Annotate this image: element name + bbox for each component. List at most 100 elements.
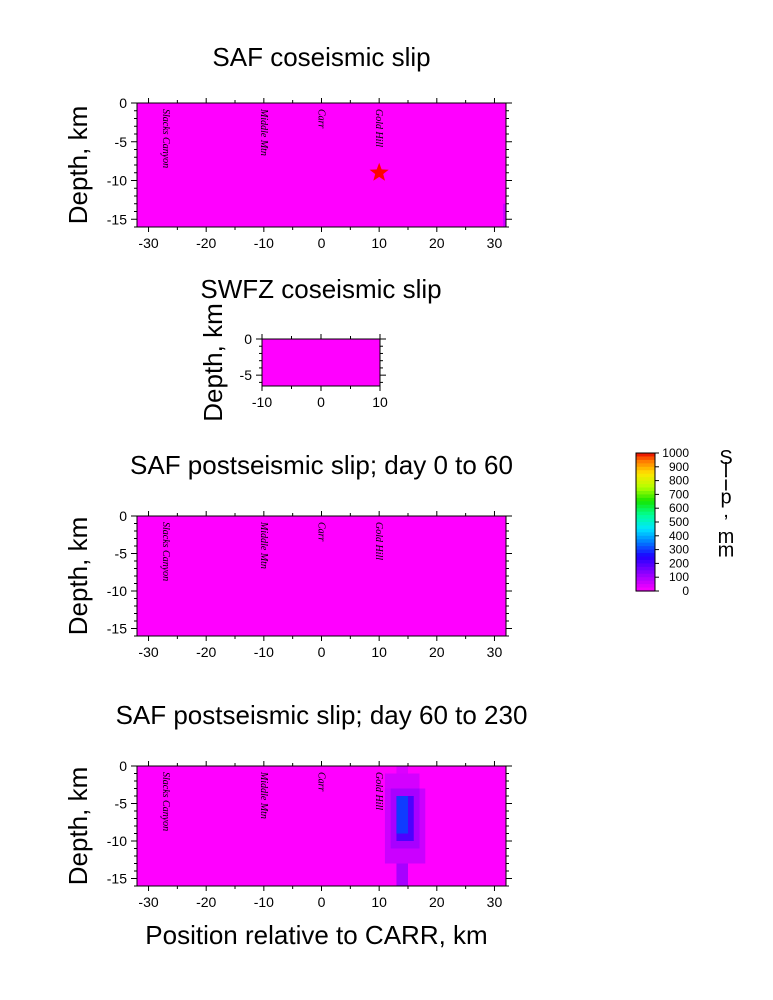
colorbar-tick-label: 500 [669, 515, 689, 529]
panel-title: SAF postseismic slip; day 0 to 60 [130, 450, 513, 480]
colorbar-segment [636, 570, 655, 575]
slip-background [137, 103, 506, 227]
colorbar-segment [636, 518, 655, 523]
colorbar-segment [636, 580, 655, 585]
location-label: Slacks Canyon [160, 772, 171, 831]
colorbar-segment [636, 456, 655, 461]
panel-title: SAF postseismic slip; day 60 to 230 [116, 700, 528, 730]
colorbar-segment [636, 470, 655, 475]
location-label: Slacks Canyon [160, 522, 171, 581]
colorbar-segment [636, 563, 655, 568]
x-tick-label: -20 [196, 644, 216, 660]
x-tick-label: 10 [372, 394, 388, 410]
x-tick-label: -20 [196, 894, 216, 910]
colorbar-segment [636, 546, 655, 551]
x-tick-label: -30 [138, 894, 158, 910]
colorbar-segment [636, 497, 655, 502]
panel-3: SAF postseismic slip; day 0 to 60 Slacks … [63, 450, 513, 660]
location-label: Gold Hill [373, 772, 384, 810]
y-axis-label: Depth, km [198, 303, 228, 422]
colorbar-label-char: , [723, 500, 729, 522]
x-tick-label: -30 [138, 644, 158, 660]
colorbar-segment [636, 487, 655, 492]
location-label: Gold Hill [373, 109, 384, 147]
slip-cell [396, 863, 408, 886]
colorbar-segment [636, 535, 655, 540]
slip-cell [396, 766, 408, 774]
x-tick-label: -10 [254, 894, 274, 910]
y-tick-label: -5 [115, 134, 128, 150]
y-tick-label: 0 [119, 758, 127, 774]
colorbar-label-char: p [720, 487, 731, 509]
colorbar-tick-label: 700 [669, 487, 689, 501]
colorbar-label-char: l [724, 460, 728, 482]
x-tick-label: 0 [317, 394, 325, 410]
y-axis-label: Depth, km [63, 517, 93, 636]
colorbar-label-char: m [718, 526, 735, 548]
x-tick-label: 20 [429, 894, 445, 910]
colorbar-segment [636, 494, 655, 499]
x-tick-label: 0 [318, 644, 326, 660]
colorbar-tick-label: 200 [669, 556, 689, 570]
x-tick-label: 30 [487, 894, 503, 910]
slip-cell [396, 796, 408, 834]
colorbar-segment [636, 473, 655, 478]
location-label: Carr [316, 522, 327, 542]
x-axis-label: Position relative to CARR, km [145, 920, 487, 950]
colorbar-segment [636, 459, 655, 464]
location-label: Carr [316, 109, 327, 129]
y-tick-label: 0 [119, 95, 127, 111]
location-label: Gold Hill [373, 522, 384, 560]
colorbar-segment [636, 577, 655, 582]
colorbar-segment [636, 573, 655, 578]
colorbar-segment [636, 584, 655, 589]
x-tick-label: -30 [138, 235, 158, 251]
x-tick-label: -10 [254, 644, 274, 660]
colorbar-segment [636, 463, 655, 468]
panel-title: SWFZ coseismic slip [200, 274, 441, 304]
x-tick-label: 0 [318, 235, 326, 251]
y-tick-label: -10 [107, 583, 127, 599]
y-tick-label: 0 [244, 331, 252, 347]
slip-background [262, 339, 380, 386]
colorbar-tick-label: 100 [669, 570, 689, 584]
y-tick-label: -5 [115, 546, 128, 562]
colorbar-segment [636, 528, 655, 533]
hypocenter-star [369, 162, 389, 181]
colorbar-segment [636, 522, 655, 527]
panel-1: SAF coseismic slip Slacks Canyon Middle Mt… [63, 42, 512, 251]
location-label: Slacks Canyon [160, 109, 171, 168]
y-tick-label: -10 [107, 833, 127, 849]
y-tick-label: -5 [240, 367, 253, 383]
colorbar-segment [636, 553, 655, 558]
colorbar-segment [636, 490, 655, 495]
y-tick-label: -15 [107, 871, 127, 887]
colorbar-segment [636, 539, 655, 544]
x-tick-label: 30 [487, 235, 503, 251]
colorbar-segment [636, 501, 655, 506]
y-tick-label: -5 [115, 796, 128, 812]
colorbar-segment [636, 532, 655, 537]
colorbar-segment [636, 559, 655, 564]
x-tick-label: 30 [487, 644, 503, 660]
y-tick-label: 0 [119, 508, 127, 524]
x-tick-label: 10 [371, 644, 387, 660]
x-tick-label: -10 [252, 394, 272, 410]
colorbar-segment [636, 480, 655, 485]
colorbar-segment [636, 453, 655, 458]
slip-background [137, 516, 506, 636]
x-tick-label: 0 [318, 894, 326, 910]
colorbar-segment [636, 556, 655, 561]
location-label: Carr [316, 772, 327, 792]
colorbar-segment [636, 542, 655, 547]
y-axis-label: Depth, km [63, 106, 93, 225]
slip-background [137, 766, 506, 886]
location-label: Middle Mtn [258, 521, 269, 569]
colorbar-segment [636, 566, 655, 571]
colorbar-tick-label: 300 [669, 543, 689, 557]
colorbar-tick-label: 800 [669, 474, 689, 488]
slip-cell [503, 203, 506, 227]
x-tick-label: -20 [196, 235, 216, 251]
